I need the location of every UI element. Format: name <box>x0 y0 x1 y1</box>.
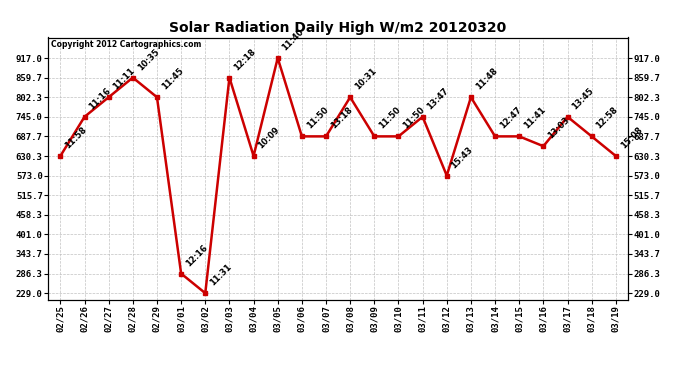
Text: 10:09: 10:09 <box>257 125 282 150</box>
Text: 12:58: 12:58 <box>595 105 620 131</box>
Text: 11:16: 11:16 <box>88 86 112 111</box>
Text: 12:18: 12:18 <box>233 47 257 72</box>
Title: Solar Radiation Daily High W/m2 20120320: Solar Radiation Daily High W/m2 20120320 <box>170 21 506 35</box>
Text: 15:43: 15:43 <box>450 145 475 170</box>
Text: 13:18: 13:18 <box>329 106 354 131</box>
Text: 12:47: 12:47 <box>498 105 523 131</box>
Text: 13:47: 13:47 <box>426 86 451 111</box>
Text: 10:35: 10:35 <box>136 47 161 72</box>
Text: 11:58: 11:58 <box>63 125 88 150</box>
Text: 11:50: 11:50 <box>402 105 426 131</box>
Text: Copyright 2012 Cartographics.com: Copyright 2012 Cartographics.com <box>51 40 201 49</box>
Text: 10:31: 10:31 <box>353 66 378 92</box>
Text: 13:45: 13:45 <box>571 86 595 111</box>
Text: 11:40: 11:40 <box>281 27 306 52</box>
Text: 13:03: 13:03 <box>546 116 571 141</box>
Text: 11:45: 11:45 <box>160 66 185 92</box>
Text: 11:50: 11:50 <box>377 105 402 131</box>
Text: 11:41: 11:41 <box>522 105 547 131</box>
Text: 12:16: 12:16 <box>184 243 209 268</box>
Text: 15:08: 15:08 <box>619 125 644 150</box>
Text: 11:50: 11:50 <box>305 105 330 131</box>
Text: 11:48: 11:48 <box>474 66 499 92</box>
Text: 11:31: 11:31 <box>208 262 233 288</box>
Text: 11:11: 11:11 <box>112 66 137 92</box>
